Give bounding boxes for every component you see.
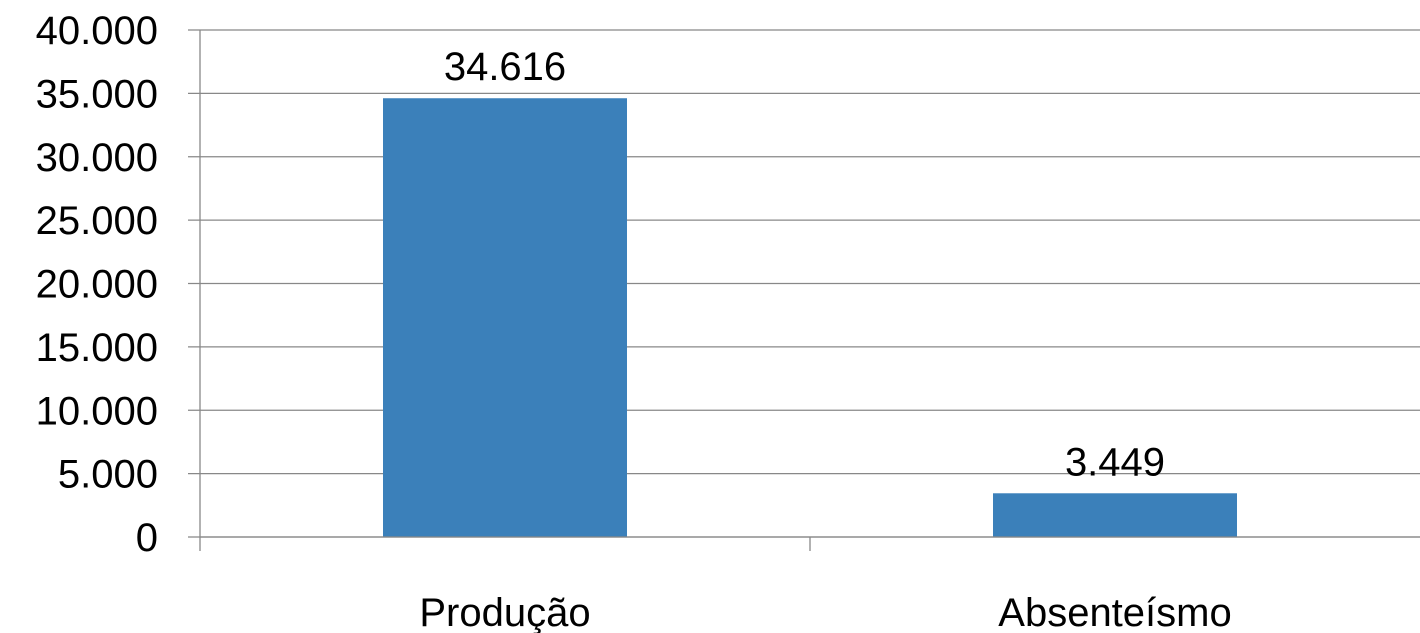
y-tick-label: 30.000 [36,136,158,180]
bars [383,98,1237,538]
category-label: Produção [419,591,590,633]
y-tick-label: 20.000 [36,263,158,307]
data-label: 3.449 [1065,440,1165,484]
bar [993,493,1237,537]
y-tick-label: 5.000 [58,453,158,497]
y-tick-label: 0 [136,516,158,560]
category-label: Absenteísmo [998,591,1231,633]
y-tick-label: 40.000 [36,9,158,53]
y-tick-label: 15.000 [36,326,158,370]
gridlines [188,29,1420,538]
data-label: 34.616 [444,45,566,89]
x-axis: Produção Absenteísmo [199,536,1420,633]
y-tick-label: 25.000 [36,199,158,243]
data-labels: 34.616 3.449 [444,45,1165,484]
y-tick-label: 35.000 [36,72,158,116]
y-axis: 0 5.000 10.000 15.000 20.000 25.000 30.000 35.0… [36,9,201,560]
y-tick-label: 10.000 [36,389,158,433]
bar [383,98,627,538]
